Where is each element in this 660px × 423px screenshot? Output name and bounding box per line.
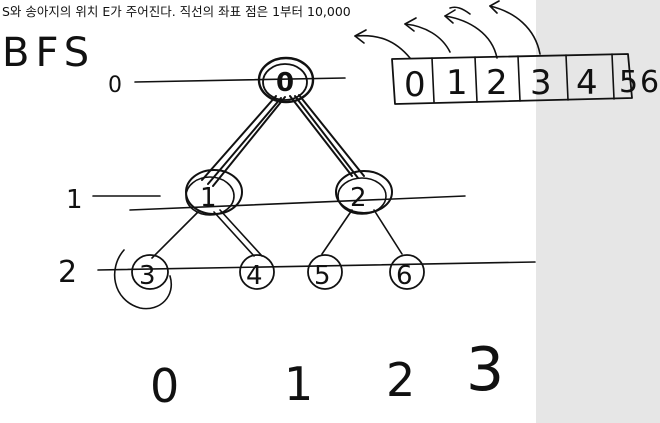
queue-array: 0 1 2 3 4 5 6 (391, 53, 659, 105)
level-label-1: 1 (66, 185, 83, 215)
array-cell-1: 1 (446, 63, 468, 103)
level-label-2: 2 (58, 255, 77, 290)
bottom-number-3: 3 (466, 335, 504, 405)
tree-node-1-label: 1 (200, 183, 217, 213)
problem-description-text: S와 송아지의 위치 E가 주어진다. 직선의 좌표 점은 1부터 10,000 (2, 4, 351, 19)
title-bfs: BFS (2, 30, 95, 76)
level-label-0: 0 (108, 73, 122, 98)
tree-node-3: 3 (113, 249, 173, 310)
tree-node-4: 4 (239, 254, 275, 291)
array-cell-3: 3 (530, 63, 552, 103)
array-cell-2: 2 (486, 63, 508, 103)
tree-node-6: 6 (389, 254, 425, 291)
level-guides: 0 1 2 (58, 73, 536, 290)
arrow-strokes (354, 0, 541, 59)
array-cell-5: 5 (619, 65, 638, 100)
tree-node-4-label: 4 (246, 261, 263, 291)
tree-edges (151, 94, 403, 259)
array-cell-4: 4 (576, 63, 598, 103)
tree-node-1: 1 (185, 169, 243, 216)
tree-node-0-label: 0 (276, 68, 294, 98)
tree-node-2-label: 2 (350, 183, 367, 213)
bottom-number-0: 0 (150, 359, 179, 413)
tree-node-5-label: 5 (314, 261, 331, 291)
tree-node-5: 5 (307, 254, 343, 291)
array-trailing-mark: 6 (640, 65, 659, 100)
array-cell-0: 0 (404, 65, 426, 105)
side-panel (536, 0, 660, 423)
tree-node-6-label: 6 (396, 261, 413, 291)
bottom-number-2: 2 (386, 353, 415, 407)
tree-node-0: 0 (257, 56, 315, 104)
tree-node-2: 2 (335, 170, 393, 215)
bottom-number-1: 1 (284, 357, 313, 411)
tree-node-3-label: 3 (139, 261, 156, 291)
bottom-number-row: 0 1 2 3 (150, 335, 504, 413)
